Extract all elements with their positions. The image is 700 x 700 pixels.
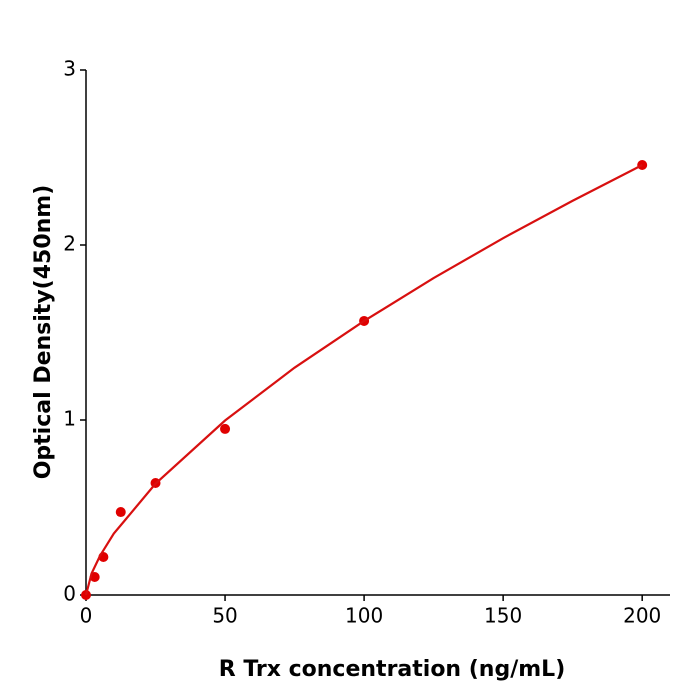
- y-tick-label: 2: [63, 232, 76, 256]
- x-axis-title: R Trx concentration (ng/mL): [219, 657, 566, 682]
- x-tick-label: 200: [623, 604, 661, 628]
- x-tick-label: 150: [484, 604, 522, 628]
- x-tick-label: 100: [345, 604, 383, 628]
- fit-curve: [84, 164, 643, 596]
- x-tick-label: 50: [212, 604, 237, 628]
- y-axis-title: Optical Density(450nm): [31, 185, 56, 480]
- y-tick-label: 1: [63, 407, 76, 431]
- data-point: [115, 507, 126, 518]
- y-tick-label: 0: [63, 582, 76, 606]
- data-point: [220, 423, 231, 434]
- x-tick-label: 0: [80, 604, 93, 628]
- y-tick-label: 3: [63, 57, 76, 81]
